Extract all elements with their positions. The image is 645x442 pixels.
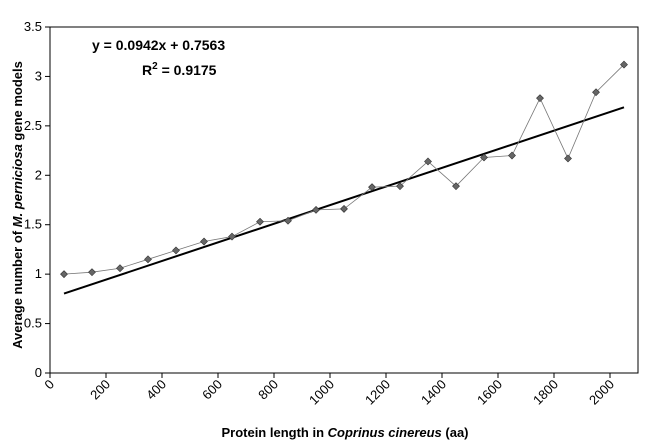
y-tick-label: 2	[35, 167, 42, 182]
y-axis-title: Average number of M. perniciosa gene mod…	[10, 61, 25, 349]
x-tick-label: 1400	[418, 377, 449, 408]
data-point	[396, 182, 404, 191]
plot-area: 0 0.5 1 1.5 2 2.5 3 3.5 0 200 400 600 800 1000 1200 14…	[24, 19, 639, 408]
data-point	[564, 154, 572, 163]
data-point	[144, 255, 152, 264]
data-point	[172, 246, 180, 255]
x-tick-label: 800	[255, 377, 281, 403]
data-point	[536, 94, 544, 103]
y-tick-label: 1	[35, 266, 42, 281]
data-point	[284, 216, 292, 225]
data-point	[620, 60, 628, 69]
data-point	[228, 232, 236, 241]
x-tick-label: 0	[41, 377, 57, 393]
y-tick-label: 2.5	[24, 118, 42, 133]
data-point	[368, 183, 376, 192]
data-point	[200, 237, 208, 246]
y-tick-label: 0	[35, 365, 42, 380]
x-tick-label: 1000	[306, 377, 337, 408]
x-axis-title: Protein length in Coprinus cinereus (aa)	[221, 425, 468, 440]
y-tick-label: 3	[35, 68, 42, 83]
trendline-equation: y = 0.0942x + 0.7563	[92, 37, 225, 53]
data-point	[312, 205, 320, 214]
x-tick-label: 2000	[586, 377, 617, 408]
data-point	[116, 264, 124, 273]
y-axis-ticks: 0 0.5 1 1.5 2 2.5 3 3.5	[24, 19, 50, 380]
data-point	[592, 88, 600, 97]
x-tick-label: 1200	[362, 377, 393, 408]
trendline	[63, 106, 625, 295]
series-markers	[60, 60, 628, 279]
x-tick-label: 1800	[530, 377, 561, 408]
y-tick-label: 1.5	[24, 217, 42, 232]
x-tick-label: 200	[87, 377, 113, 403]
x-tick-label: 400	[143, 377, 169, 403]
x-tick-label: 1600	[474, 377, 505, 408]
y-tick-label: 3.5	[24, 19, 42, 34]
data-point	[256, 217, 264, 226]
data-point	[88, 268, 96, 277]
data-point	[508, 151, 516, 160]
data-point	[480, 153, 488, 162]
data-point	[424, 157, 432, 166]
y-tick-label: 0.5	[24, 316, 42, 331]
plot-frame	[49, 26, 639, 374]
data-point	[452, 182, 460, 191]
x-axis-ticks: 0 200 400 600 800 1000 1200 1400 1600 1800 2000	[41, 373, 617, 408]
r-squared-label: R2 = 0.9175	[142, 61, 217, 78]
x-tick-label: 600	[199, 377, 225, 403]
data-point	[60, 270, 68, 279]
data-point	[340, 204, 348, 213]
